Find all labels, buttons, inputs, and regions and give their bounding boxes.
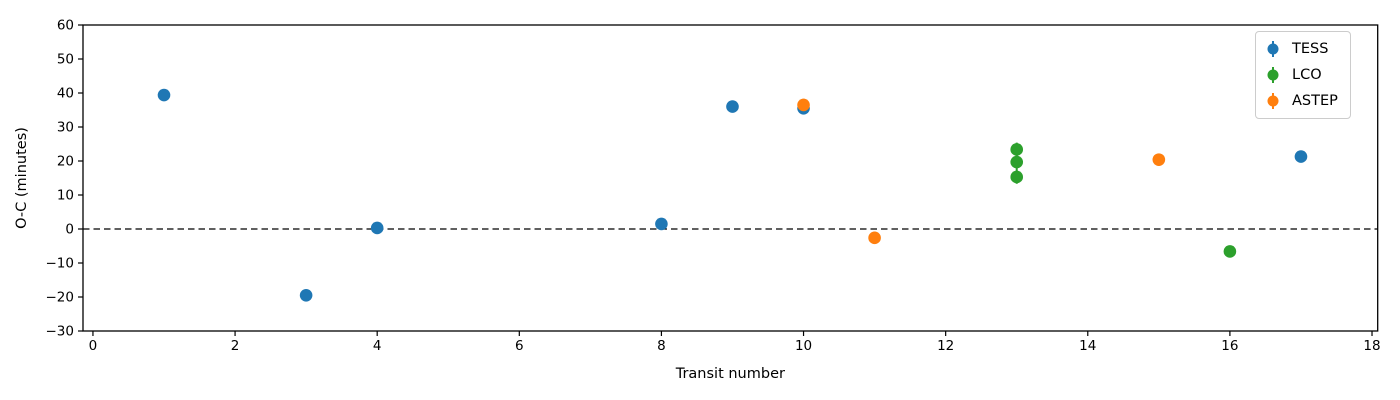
data-point-tess <box>157 88 171 102</box>
x-tick-label: 6 <box>515 338 524 354</box>
data-point-lco <box>1223 245 1237 258</box>
legend-label-tess: TESS <box>1292 41 1329 57</box>
y-tick-label: 40 <box>57 86 74 102</box>
data-point-lco <box>1010 170 1024 184</box>
data-point-astep <box>1152 153 1166 166</box>
x-tick-label: 4 <box>373 338 382 354</box>
errorbar-marker-icon <box>1267 93 1279 109</box>
legend-item-lco: LCO <box>1266 65 1338 85</box>
data-point-tess <box>299 289 313 302</box>
x-tick-label: 0 <box>89 338 98 354</box>
data-point-tess <box>726 100 739 113</box>
x-tick-label: 12 <box>937 338 954 354</box>
y-tick-label: 20 <box>57 154 74 170</box>
data-point-astep <box>868 231 881 245</box>
y-tick-label: −10 <box>46 256 75 272</box>
x-tick-label: 18 <box>1363 338 1380 354</box>
y-tick-label: 0 <box>65 222 74 238</box>
plot-border <box>82 24 1379 332</box>
data-point-tess <box>655 217 668 231</box>
y-axis-label: O-C (minutes) <box>14 127 30 229</box>
errorbar-marker-icon <box>1267 67 1279 83</box>
y-tick-label: 30 <box>57 120 74 136</box>
y-tick-label: 50 <box>57 52 74 68</box>
data-point-lco <box>1010 143 1024 156</box>
legend-label-lco: LCO <box>1292 67 1322 83</box>
y-tick-label: −30 <box>46 324 75 340</box>
data-point-tess <box>1294 150 1308 163</box>
legend-item-tess: TESS <box>1266 39 1338 59</box>
x-tick-label: 2 <box>231 338 240 354</box>
y-tick-label: −20 <box>46 290 75 306</box>
y-tick-label: 60 <box>57 18 74 34</box>
legend-label-astep: ASTEP <box>1292 93 1338 109</box>
errorbar-marker-icon <box>1267 41 1279 57</box>
x-tick-label: 8 <box>657 338 666 354</box>
y-tick-label: 10 <box>57 188 74 204</box>
data-point-lco <box>1010 155 1024 169</box>
data-point-tess <box>370 221 384 235</box>
x-tick-label: 16 <box>1221 338 1238 354</box>
legend-item-astep: ASTEP <box>1266 91 1338 111</box>
data-point-astep <box>797 98 810 112</box>
x-tick-label: 14 <box>1079 338 1096 354</box>
x-axis-label: Transit number <box>675 366 785 382</box>
x-tick-label: 10 <box>795 338 812 354</box>
legend: TESS LCO ASTEP <box>1255 31 1351 119</box>
